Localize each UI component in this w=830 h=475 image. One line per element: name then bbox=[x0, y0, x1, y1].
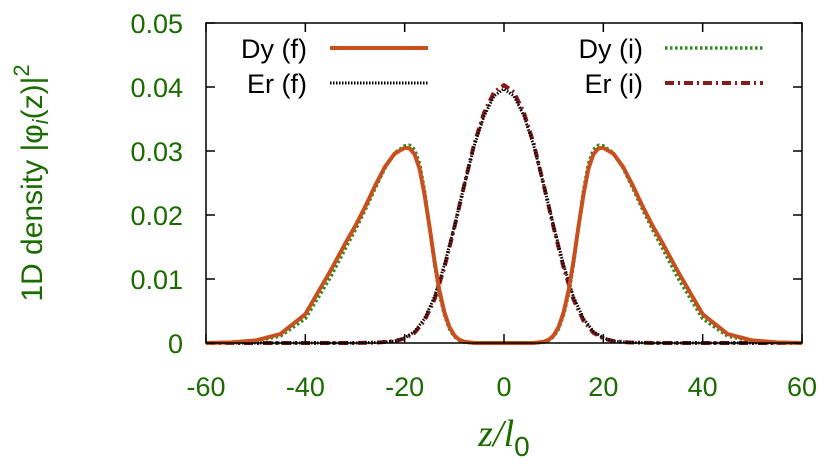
y-axis-label-sub: i bbox=[28, 118, 53, 124]
y-axis-label-sup: 2 bbox=[9, 64, 34, 76]
ticks-layer: -60 -40 -20 0 20 40 60 0 0.01 0.02 0.03 0.04 0.05 bbox=[130, 9, 817, 402]
legend-entry-dy-i: Dy (i) bbox=[579, 34, 763, 64]
x-axis-label-sub: 0 bbox=[514, 431, 530, 462]
y-axis-label-main: 1D density |φ bbox=[16, 124, 49, 301]
y-axis-label: 1D density |φi(z)|2 bbox=[9, 64, 53, 301]
y-tick-label: 0.05 bbox=[130, 9, 183, 39]
y-tick-label: 0.02 bbox=[130, 201, 183, 231]
series-line-er-f bbox=[206, 87, 802, 345]
legend-entry-er-f: Er (f) bbox=[247, 69, 428, 99]
legend-label-dy-i: Dy (i) bbox=[579, 34, 643, 64]
legend-label-er-i: Er (i) bbox=[585, 69, 643, 99]
legend-entry-er-i: Er (i) bbox=[585, 69, 763, 99]
x-tick-label: 0 bbox=[496, 372, 511, 402]
legend: Dy (f) Er (f) Dy (i) Er (i) bbox=[241, 34, 763, 99]
y-tick-label: 0.03 bbox=[130, 137, 183, 167]
y-tick-label: 0 bbox=[168, 329, 183, 359]
x-tick-label: 40 bbox=[688, 372, 718, 402]
plot-frame bbox=[205, 22, 803, 344]
x-axis-label-main: z/l bbox=[477, 413, 514, 455]
x-tick-label: -60 bbox=[186, 372, 225, 402]
legend-entry-dy-f: Dy (f) bbox=[241, 34, 428, 64]
series-line-dy-i bbox=[205, 143, 803, 345]
y-axis-label-arg: (z)| bbox=[16, 77, 49, 120]
x-tick-label: 20 bbox=[588, 372, 618, 402]
x-tick-label: -20 bbox=[385, 372, 424, 402]
series-line-er-i bbox=[206, 83, 802, 345]
series-layer bbox=[205, 83, 803, 345]
series-line-dy-f bbox=[205, 145, 803, 345]
x-tick-label: -40 bbox=[286, 372, 325, 402]
x-axis-label: z/l0 bbox=[477, 413, 529, 462]
y-tick-label: 0.01 bbox=[130, 265, 183, 295]
x-tick-label: 60 bbox=[787, 372, 817, 402]
y-tick-label: 0.04 bbox=[130, 73, 183, 103]
legend-label-er-f: Er (f) bbox=[247, 69, 307, 99]
legend-label-dy-f: Dy (f) bbox=[241, 34, 307, 64]
